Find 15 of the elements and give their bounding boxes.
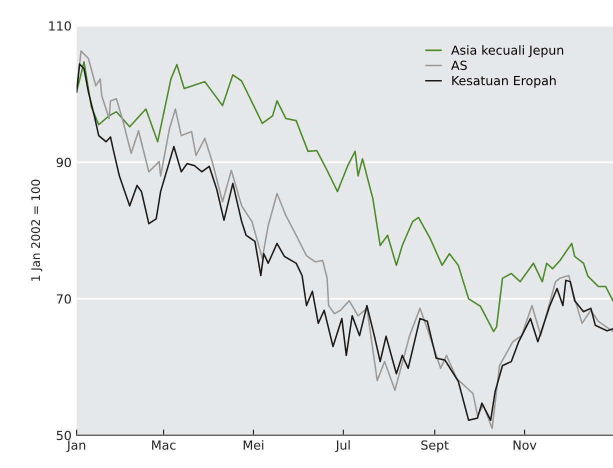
y-tick-label: 110 <box>49 21 71 31</box>
x-tick-label: Mei <box>244 440 264 450</box>
y-tick-label: 70 <box>56 294 71 304</box>
y-axis-title: 1 Jan 2002 = 100 <box>31 180 42 281</box>
x-tick-label: Jan <box>66 440 86 452</box>
line-series <box>76 61 613 332</box>
y-tick-label: 50 <box>56 430 71 440</box>
legend-label: Kesatuan Eropah <box>452 76 556 88</box>
x-tick-label: Nov <box>514 440 536 450</box>
x-tick-label: Sept <box>421 440 449 452</box>
legend-label: Asia kecuali Jepun <box>451 45 564 58</box>
x-tick-label: Mac <box>152 440 176 450</box>
legend-label: AS <box>451 60 467 70</box>
x-tick-label: Jul <box>335 440 350 452</box>
y-tick-label: 90 <box>56 158 71 168</box>
